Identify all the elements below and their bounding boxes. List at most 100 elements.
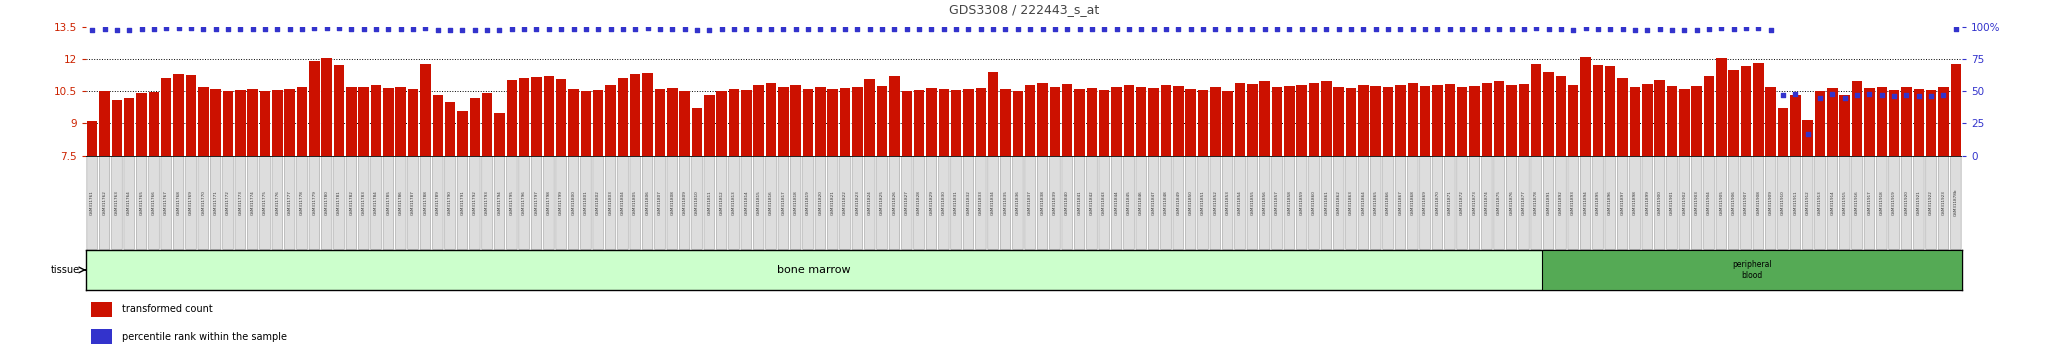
Bar [705, 96, 715, 156]
Text: GSM311767: GSM311767 [164, 190, 168, 215]
FancyBboxPatch shape [150, 156, 160, 250]
Point [1174, 26, 1206, 32]
Text: GSM311913: GSM311913 [1819, 190, 1823, 215]
FancyBboxPatch shape [1346, 156, 1356, 250]
Text: GSM311763: GSM311763 [115, 190, 119, 215]
Point [866, 26, 899, 32]
Point [594, 26, 627, 32]
Text: GSM311842: GSM311842 [1090, 190, 1094, 215]
Text: GSM311827: GSM311827 [905, 190, 909, 215]
FancyBboxPatch shape [555, 156, 567, 250]
Text: GSM311794: GSM311794 [498, 190, 502, 215]
Point [1063, 26, 1096, 32]
Bar [420, 64, 430, 156]
Text: GSM311839: GSM311839 [1053, 190, 1057, 215]
Text: GSM311778: GSM311778 [299, 190, 303, 215]
Text: GSM311874: GSM311874 [1485, 190, 1489, 215]
Text: GSM311830: GSM311830 [942, 190, 946, 215]
FancyBboxPatch shape [1024, 156, 1036, 250]
Bar [1223, 91, 1233, 156]
Point [1606, 26, 1638, 32]
FancyBboxPatch shape [408, 156, 418, 250]
Text: GSM311775: GSM311775 [262, 190, 266, 215]
Bar [371, 85, 381, 156]
Text: GSM311764: GSM311764 [127, 190, 131, 215]
FancyBboxPatch shape [827, 156, 838, 250]
Point [1026, 26, 1059, 32]
FancyBboxPatch shape [358, 156, 369, 250]
Text: GSM311785: GSM311785 [387, 190, 391, 215]
FancyBboxPatch shape [1087, 156, 1098, 250]
FancyBboxPatch shape [791, 156, 801, 250]
FancyBboxPatch shape [174, 156, 184, 250]
Point [545, 26, 578, 32]
Point [903, 26, 936, 32]
Text: GSM311803: GSM311803 [608, 190, 612, 215]
Bar [926, 88, 936, 156]
Text: GSM311817: GSM311817 [782, 190, 784, 215]
Point [1458, 26, 1491, 32]
FancyBboxPatch shape [1012, 156, 1024, 250]
FancyBboxPatch shape [692, 156, 702, 250]
FancyBboxPatch shape [1493, 156, 1505, 250]
Point [1679, 28, 1712, 33]
Text: GSM311841: GSM311841 [1077, 190, 1081, 215]
Bar [1235, 82, 1245, 156]
FancyBboxPatch shape [643, 156, 653, 250]
FancyBboxPatch shape [889, 156, 899, 250]
Text: GSM311878: GSM311878 [1534, 190, 1538, 215]
Text: GSM311845: GSM311845 [1126, 190, 1130, 215]
FancyBboxPatch shape [766, 156, 776, 250]
Text: GSM311858: GSM311858 [1288, 190, 1292, 215]
Text: GSM311801: GSM311801 [584, 190, 588, 215]
Point [1630, 28, 1663, 33]
FancyBboxPatch shape [1358, 156, 1368, 250]
FancyBboxPatch shape [741, 156, 752, 250]
Text: GSM311850: GSM311850 [1188, 190, 1192, 215]
Text: GSM311821: GSM311821 [831, 190, 836, 215]
Bar [555, 79, 567, 156]
Text: GSM311871: GSM311871 [1448, 190, 1452, 215]
Point [311, 25, 344, 31]
Point [1262, 26, 1294, 32]
Text: GSM311862: GSM311862 [1337, 190, 1341, 215]
Point [780, 26, 813, 32]
FancyBboxPatch shape [371, 156, 381, 250]
Point [211, 26, 244, 32]
Text: GSM311870: GSM311870 [1436, 190, 1440, 215]
Text: GSM311825: GSM311825 [881, 190, 885, 215]
Text: GSM311867: GSM311867 [1399, 190, 1403, 215]
Text: GSM311876: GSM311876 [1509, 190, 1513, 215]
Bar [1087, 88, 1098, 156]
Text: GSM311761: GSM311761 [90, 190, 94, 215]
Text: GDS3308 / 222443_s_at: GDS3308 / 222443_s_at [948, 3, 1100, 16]
Point [1903, 93, 1935, 99]
Text: GSM311802: GSM311802 [596, 190, 600, 215]
Text: GSM311899: GSM311899 [1645, 190, 1649, 215]
Bar [1839, 96, 1849, 156]
Text: GSM311878b: GSM311878b [1954, 189, 1958, 216]
Text: GSM311855: GSM311855 [1251, 190, 1253, 215]
Bar [766, 82, 776, 156]
Text: GSM311900: GSM311900 [1657, 190, 1661, 215]
Point [1569, 25, 1602, 31]
Point [1360, 26, 1393, 32]
Bar [741, 90, 752, 156]
Point [360, 26, 393, 32]
Text: GSM311784: GSM311784 [375, 190, 379, 215]
Text: GSM311819: GSM311819 [807, 190, 811, 215]
Text: GSM311806: GSM311806 [645, 190, 649, 215]
FancyBboxPatch shape [1876, 156, 1886, 250]
Point [113, 28, 145, 33]
FancyBboxPatch shape [803, 156, 813, 250]
Point [915, 26, 948, 32]
Text: GSM311798: GSM311798 [547, 190, 551, 215]
Text: GSM311865: GSM311865 [1374, 190, 1378, 215]
Point [1001, 26, 1034, 32]
Text: GSM311904: GSM311904 [1706, 190, 1710, 215]
Bar [457, 110, 467, 156]
Text: GSM311765: GSM311765 [139, 190, 143, 215]
Text: GSM311829: GSM311829 [930, 190, 934, 215]
Text: peripheral
blood: peripheral blood [1733, 260, 1772, 280]
Text: GSM311918: GSM311918 [1880, 190, 1884, 215]
